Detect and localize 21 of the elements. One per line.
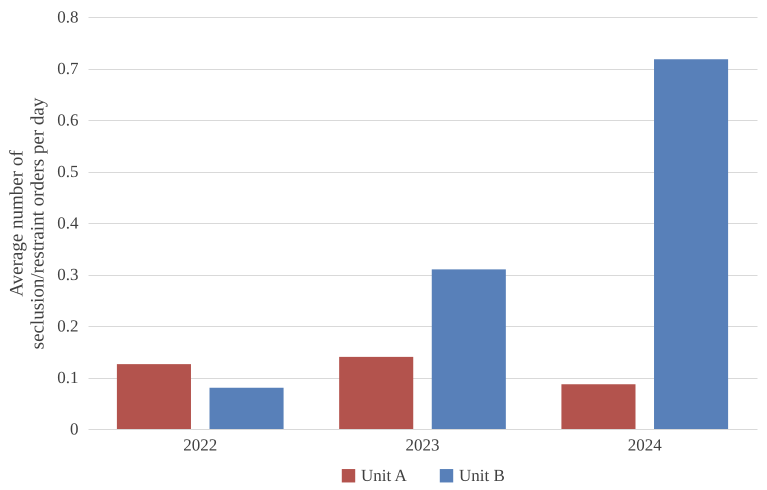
bar [432,269,506,429]
y-tick-label: 0.6 [57,110,78,130]
bar [561,384,636,429]
y-tick-label: 0.7 [57,59,79,78]
y-tick-label: 0.8 [57,8,78,26]
y-tick-label: 0 [70,420,78,438]
y-tick-label: 0.2 [57,316,78,336]
y-tick-label: 0.4 [57,214,79,232]
bar [210,388,284,429]
legend-label: Unit A [361,466,408,485]
legend-label: Unit B [459,466,505,485]
y-tick-label: 0.3 [57,265,78,284]
x-tick-label: 2022 [183,436,218,454]
y-tick-label: 0.1 [57,368,78,387]
bar [654,59,728,429]
y-tick-label: 0.5 [57,162,78,181]
bar [339,356,414,429]
x-tick-label: 2023 [406,436,440,454]
bar [116,364,191,429]
y-axis-title: Average number of seclusion/restraint orders per day [6,97,48,350]
x-tick-label: 2024 [628,436,662,454]
